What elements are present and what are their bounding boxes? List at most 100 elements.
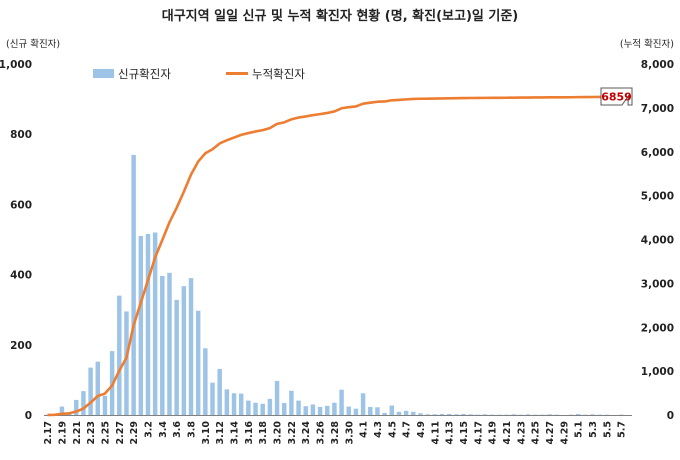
bar-4.11 <box>432 414 438 415</box>
x-tick-label: 3.22 <box>287 421 298 444</box>
bar-3.22 <box>289 390 294 415</box>
x-tick-label: 2.27 <box>115 421 126 444</box>
bar-4.13 <box>446 413 452 415</box>
x-tick-label: 2.17 <box>43 421 54 444</box>
bar-2.25 <box>102 395 108 415</box>
bar-3.17 <box>253 402 258 415</box>
right-tick-label: 4,000 <box>641 235 674 247</box>
bar-4.15 <box>461 413 466 415</box>
x-tick-label: 2.23 <box>86 421 97 444</box>
x-tick-label: 3.18 <box>258 421 269 445</box>
x-tick-label: 3.28 <box>330 421 341 445</box>
x-tick-label: 2.25 <box>100 421 111 444</box>
bar-2.29 <box>131 154 136 415</box>
x-tick-label: 3.20 <box>273 421 284 445</box>
legend-label-cumulative: 누적확진자 <box>252 67 305 81</box>
bar-3.7 <box>181 286 187 415</box>
x-axis-ticks: 2.17 2.19 2.21 2.23 2.25 2.27 2.29 3.2 3.4 3.6 3.8… <box>43 421 628 445</box>
bar-4.27 <box>547 414 552 415</box>
x-tick-label: 5.7 <box>617 421 628 438</box>
bar-4.10 <box>425 414 430 415</box>
bar-3.29 <box>339 389 344 415</box>
cumulative-line <box>47 95 629 417</box>
bar-2.23 <box>88 367 93 415</box>
callout-box <box>600 87 633 106</box>
bar-3.13 <box>224 389 230 415</box>
x-tick-label: 4.25 <box>531 421 542 444</box>
legend-label-new-cases: 신규확진자 <box>118 67 171 81</box>
x-tick-label: 4.3 <box>373 421 384 438</box>
bar-2.27 <box>117 295 122 415</box>
bar-3.31 <box>353 408 359 415</box>
x-tick-label: 3.2 <box>143 421 154 438</box>
bar-4.5 <box>389 405 395 415</box>
bar-3.25 <box>310 404 316 415</box>
right-tick-label: 1,000 <box>641 366 674 378</box>
bar-3.18 <box>260 403 265 415</box>
bar-3.6 <box>174 299 179 415</box>
right-tick-label: 7,000 <box>641 103 674 115</box>
bar-3.20 <box>274 380 280 415</box>
bar-series-new-cases <box>45 154 624 415</box>
bar-3.14 <box>231 393 237 415</box>
x-tick-label: 3.8 <box>187 421 198 438</box>
x-tick-label: 3.14 <box>230 421 241 445</box>
bar-3.1 <box>138 235 144 415</box>
bar-2.22 <box>81 391 86 415</box>
bar-4.7 <box>403 410 409 415</box>
x-tick-label: 3.12 <box>215 421 226 444</box>
bar-4.1 <box>360 393 366 415</box>
right-tick-label: 2,000 <box>641 322 674 334</box>
bar-3.21 <box>282 403 287 415</box>
left-tick-label: 800 <box>10 129 32 141</box>
x-tick-label: 4.5 <box>387 421 398 438</box>
bar-3.28 <box>332 402 337 415</box>
x-tick-label: 5.1 <box>574 421 585 438</box>
x-tick-label: 4.27 <box>545 421 556 444</box>
x-tick-label: 3.6 <box>172 421 183 438</box>
bar-3.3 <box>152 232 158 415</box>
bar-3.9 <box>195 310 201 415</box>
legend: 신규확진자 누적확진자 <box>93 67 305 81</box>
bar-2.21 <box>74 399 79 415</box>
x-tick-label: 2.29 <box>129 421 140 444</box>
right-tick-label: 5,000 <box>641 191 674 203</box>
x-tick-label: 4.13 <box>445 421 456 444</box>
x-tick-label: 5.5 <box>602 421 613 438</box>
x-tick-label: 4.15 <box>459 421 470 444</box>
bar-5.1 <box>576 413 581 415</box>
bar-4.14 <box>454 414 459 415</box>
x-tick-label: 4.29 <box>559 421 570 444</box>
x-tick-label: 4.19 <box>488 421 499 444</box>
bar-4.12 <box>439 413 445 415</box>
bar-3.24 <box>303 406 308 415</box>
bar-3.27 <box>325 405 330 415</box>
bar-2.19 <box>59 406 65 415</box>
callout-label: 6859 <box>601 91 632 104</box>
bar-3.26 <box>317 406 323 415</box>
bar-4.6 <box>396 411 402 415</box>
bar-4.22 <box>511 414 516 415</box>
x-tick-label: 4.11 <box>430 421 441 444</box>
bar-5.3 <box>590 414 595 415</box>
bar-4.18 <box>482 414 488 415</box>
left-tick-label: 1,000 <box>0 59 32 71</box>
bar-4.3 <box>375 407 380 415</box>
bar-3.12 <box>217 369 222 415</box>
bar-2.24 <box>95 361 101 415</box>
left-tick-label: 600 <box>10 199 32 211</box>
x-tick-label: 4.17 <box>473 421 484 444</box>
x-tick-label: 5.3 <box>588 421 599 438</box>
bar-3.19 <box>267 398 273 415</box>
right-tick-label: 6,000 <box>641 147 674 159</box>
bar-4.9 <box>418 413 423 415</box>
x-tick-label: 3.10 <box>201 421 212 445</box>
x-tick-label: 4.9 <box>416 421 427 438</box>
x-tick-label: 3.26 <box>316 421 327 445</box>
bar-3.23 <box>296 400 301 415</box>
left-tick-label: 400 <box>10 270 32 282</box>
bar-3.16 <box>246 400 251 415</box>
left-axis-unit: (신규 확진자) <box>6 38 60 50</box>
left-axis-ticks: 0 200 400 600 800 1,000 <box>0 59 32 422</box>
legend-swatch-new-cases <box>93 69 114 78</box>
